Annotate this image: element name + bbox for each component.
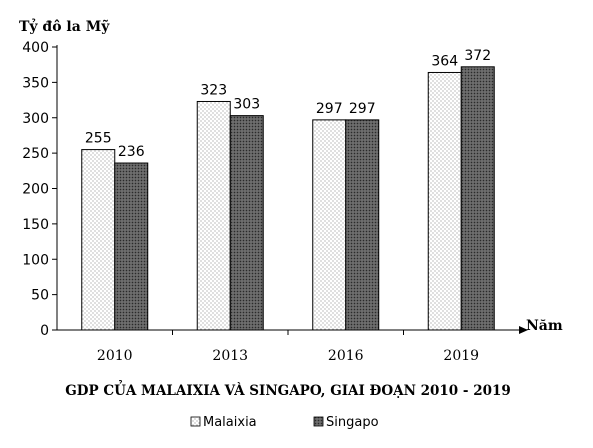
y-axis-label: Tỷ đô la Mỹ (19, 18, 110, 35)
legend-swatch-malaixia (190, 416, 201, 427)
y-tick-label: 100 (22, 252, 49, 268)
x-axis-arrow (519, 326, 528, 334)
y-tick-label: 50 (31, 288, 49, 304)
x-tick-label: 2016 (328, 348, 364, 364)
data-label-singapo: 297 (349, 101, 376, 117)
bar-malaixia (81, 149, 116, 331)
data-label-singapo: 372 (464, 48, 491, 64)
legend-label-malaixia: Malaixia (203, 415, 257, 430)
data-label-malaixia: 297 (316, 101, 343, 117)
legend: Malaixia Singapo (190, 415, 379, 430)
bar-malaixia (312, 119, 347, 331)
y-tick-label: 0 (40, 323, 49, 339)
data-label-malaixia: 255 (85, 131, 112, 147)
x-tick-label: 2019 (443, 348, 479, 364)
chart-title: GDP CỦA MALAIXIA VÀ SINGAPO, GIAI ĐOẠN 2… (65, 381, 511, 399)
bar-singapo (345, 119, 380, 331)
bar-singapo (460, 66, 495, 331)
bar-malaixia (196, 100, 231, 331)
x-axis-label: Năm (526, 318, 563, 334)
y-tick-label: 200 (22, 182, 49, 198)
y-tick-label: 350 (22, 75, 49, 91)
x-tick-label: 2010 (97, 348, 133, 364)
data-label-singapo: 236 (118, 144, 145, 160)
plot-area: 0 50 100 150 200 250 300 350 400 255 236 2010 323 303… (22, 40, 528, 364)
legend-label-singapo: Singapo (326, 415, 379, 430)
y-tick-label: 250 (22, 146, 49, 162)
data-label-malaixia: 323 (200, 82, 227, 98)
y-tick-label: 300 (22, 111, 49, 127)
x-tick-label: 2013 (212, 348, 248, 364)
data-label-singapo: 303 (233, 97, 260, 113)
y-tick-label: 400 (22, 40, 49, 56)
bar-malaixia (427, 71, 462, 331)
legend-swatch-singapo (313, 416, 324, 427)
bar-singapo (114, 162, 149, 331)
data-label-malaixia: 364 (431, 53, 458, 69)
bar-singapo (229, 115, 264, 331)
y-tick-label: 150 (22, 217, 49, 233)
